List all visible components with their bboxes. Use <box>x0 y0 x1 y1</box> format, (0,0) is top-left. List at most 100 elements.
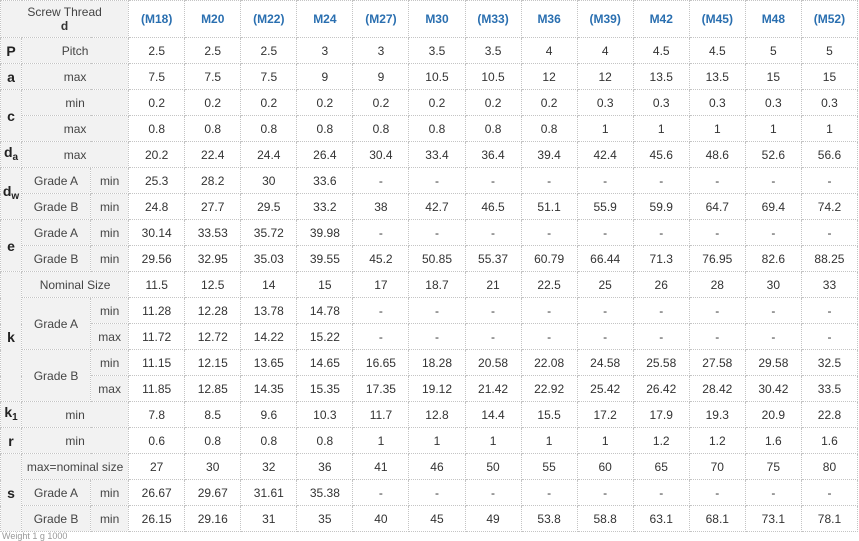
symbol-letter: d <box>2 182 12 199</box>
value-cell: 12.85 <box>184 375 242 402</box>
value-cell: 0.2 <box>352 89 410 116</box>
value-cell: - <box>632 479 690 506</box>
value-cell: - <box>744 219 802 246</box>
value-cell: 12.15 <box>184 349 242 376</box>
table-row: max 0.8 0.8 0.8 0.8 0.8 0.8 0.8 0.8 1 1 1 1 1 <box>1 115 859 142</box>
value-cell: - <box>408 219 466 246</box>
size-header-cell: (M27) <box>352 0 410 38</box>
table-row: P Pitch 2.5 2.5 2.5 3 3 3.5 3.5 4 4 4.5 4.5 5 5 <box>0 37 859 64</box>
value-cell: 1 <box>576 115 634 142</box>
row-label: min <box>90 245 130 272</box>
value-cell: 18.7 <box>408 271 466 298</box>
value-cell: - <box>464 167 522 194</box>
value-cell: 50 <box>464 453 522 480</box>
value-cell: 63.1 <box>632 505 690 532</box>
value-cell: 5 <box>800 37 859 64</box>
size-header-cell: (M45) <box>688 0 746 38</box>
value-cell: 16.65 <box>352 349 410 376</box>
symbol-cell: k <box>0 271 23 402</box>
value-cell: - <box>520 219 578 246</box>
value-cell: 39.55 <box>296 245 354 272</box>
value-cell: 15 <box>296 271 354 298</box>
value-cell: 9 <box>296 63 354 90</box>
value-cell: 4.5 <box>632 37 690 64</box>
value-cell: 0.8 <box>296 427 354 454</box>
value-cell: 25.58 <box>632 349 690 376</box>
value-cell: - <box>744 167 802 194</box>
value-cell: - <box>632 323 690 350</box>
value-cell: 17.35 <box>352 375 410 402</box>
row-label: max <box>90 375 130 402</box>
value-cell: 0.8 <box>240 427 298 454</box>
value-cell: 0.3 <box>688 89 746 116</box>
value-cell: 0.8 <box>464 115 522 142</box>
value-cell: 17 <box>352 271 410 298</box>
value-cell: 28.42 <box>688 375 746 402</box>
value-cell: 1.2 <box>632 427 690 454</box>
value-cell: 75 <box>744 453 802 480</box>
value-cell: 4 <box>520 37 578 64</box>
value-cell: 14.78 <box>296 297 354 324</box>
value-cell: 30 <box>240 167 298 194</box>
table-row: da max 20.2 22.4 24.4 26.4 30.4 33.4 36.4 39.4 42.… <box>0 141 859 168</box>
value-cell: 9 <box>352 63 410 90</box>
value-cell: - <box>688 297 746 324</box>
value-cell: - <box>464 219 522 246</box>
value-cell: 64.7 <box>688 193 746 220</box>
value-cell: 1 <box>520 427 578 454</box>
value-cell: 13.78 <box>240 297 298 324</box>
value-cell: 13.65 <box>240 349 298 376</box>
symbol-cell: dw <box>0 167 23 220</box>
value-cell: 70 <box>688 453 746 480</box>
grade-label: Grade A <box>21 297 92 350</box>
value-cell: 30.14 <box>128 219 186 246</box>
value-cell: 1 <box>464 427 522 454</box>
value-cell: 22.8 <box>800 401 859 428</box>
value-cell: 22.5 <box>520 271 578 298</box>
value-cell: 9.6 <box>240 401 298 428</box>
row-label: max <box>90 323 130 350</box>
value-cell: 0.8 <box>520 115 578 142</box>
row-label: min <box>90 193 130 220</box>
value-cell: - <box>576 297 634 324</box>
symbol-letter: s <box>7 484 15 501</box>
value-cell: 12.8 <box>408 401 466 428</box>
value-cell: 32 <box>240 453 298 480</box>
value-cell: 39.4 <box>520 141 578 168</box>
value-cell: - <box>632 167 690 194</box>
value-cell: 12.5 <box>184 271 242 298</box>
value-cell: 18.28 <box>408 349 466 376</box>
symbol-letter: a <box>7 68 15 85</box>
value-cell: 11.15 <box>128 349 186 376</box>
value-cell: 68.1 <box>688 505 746 532</box>
value-cell: - <box>800 167 859 194</box>
value-cell: 26 <box>632 271 690 298</box>
value-cell: - <box>800 479 859 506</box>
symbol-cell: da <box>0 141 23 168</box>
value-cell: 19.12 <box>408 375 466 402</box>
value-cell: 0.3 <box>800 89 859 116</box>
value-cell: 55.9 <box>576 193 634 220</box>
value-cell: 3.5 <box>408 37 466 64</box>
row-label: min <box>90 297 130 324</box>
value-cell: - <box>576 479 634 506</box>
value-cell: 55 <box>520 453 578 480</box>
value-cell: 0.2 <box>464 89 522 116</box>
value-cell: - <box>408 167 466 194</box>
value-cell: 35 <box>296 505 354 532</box>
value-cell: 17.9 <box>632 401 690 428</box>
value-cell: 1 <box>744 115 802 142</box>
value-cell: 78.1 <box>800 505 859 532</box>
value-cell: 10.5 <box>464 63 522 90</box>
value-cell: 26.42 <box>632 375 690 402</box>
value-cell: - <box>464 297 522 324</box>
value-cell: 30 <box>744 271 802 298</box>
value-cell: - <box>688 479 746 506</box>
value-cell: - <box>352 297 410 324</box>
size-header-cell: M30 <box>408 0 466 38</box>
value-cell: - <box>744 323 802 350</box>
value-cell: 5 <box>744 37 802 64</box>
